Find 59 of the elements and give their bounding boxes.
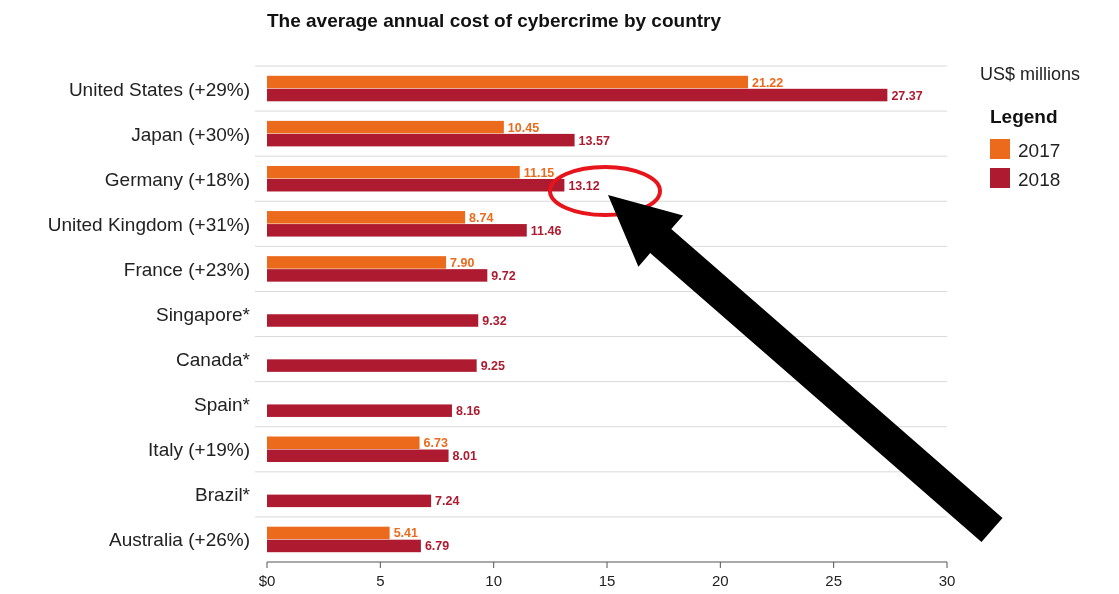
text: 11.15 (523, 165, 555, 180)
x-tick-label: 20 (711, 572, 729, 589)
text: 5.41 (393, 526, 418, 541)
text: 9.72 (491, 268, 516, 283)
x-tick-label: 10 (485, 572, 503, 589)
bar (267, 494, 432, 508)
bar (267, 436, 420, 450)
text: 6.73 (423, 436, 448, 451)
bar (267, 526, 390, 540)
x-tick-label: 15 (598, 572, 616, 589)
y-tick-label: United Kingdom (+31%) (47, 213, 250, 235)
bar (267, 165, 520, 179)
legend-label: 2017 (1018, 140, 1061, 161)
text: US$ millions (980, 64, 1081, 84)
text: 21.22 (751, 75, 784, 90)
text: 8.74 (469, 210, 494, 225)
text: 8.16 (455, 404, 481, 419)
bar (267, 88, 888, 102)
text: 10.45 (507, 120, 540, 135)
y-tick-label: Australia (+26%) (109, 529, 250, 551)
y-tick-label: Germany (+18%) (104, 168, 250, 190)
chart-title: The average annual cost of cybercrime by country (267, 10, 722, 31)
bar (267, 539, 421, 553)
text: 11.46 (530, 223, 562, 238)
y-tick-label: Japan (+30%) (131, 123, 250, 145)
bar (267, 404, 452, 417)
text: 13.57 (578, 133, 610, 148)
x-tick-label: 5 (376, 572, 385, 589)
text: 7.90 (450, 255, 475, 270)
bar (267, 224, 527, 237)
text: 13.12 (568, 178, 600, 193)
y-tick-label: United States (+29%) (68, 78, 250, 100)
text: 27.37 (891, 88, 923, 103)
text: 6.79 (424, 539, 450, 554)
bar (267, 211, 466, 224)
bar (267, 359, 477, 372)
bar (267, 178, 565, 192)
bar (267, 269, 488, 282)
y-tick-label: France (+23%) (123, 258, 250, 280)
y-tick-label: Canada* (176, 349, 251, 371)
bar (267, 449, 449, 463)
bar (267, 133, 575, 147)
x-tick-label: 30 (938, 572, 956, 589)
bar (267, 314, 479, 327)
x-tick-label: $0 (258, 572, 276, 589)
bar (267, 120, 504, 134)
text: 9.32 (482, 314, 507, 328)
legend-label: 2018 (1018, 169, 1061, 190)
legend-title: Legend (990, 106, 1058, 127)
bar (267, 75, 748, 89)
text: 8.01 (452, 449, 477, 464)
x-tick-label: 25 (825, 572, 843, 589)
y-tick-label: Singapore* (155, 304, 251, 325)
y-tick-label: Italy (+19%) (148, 439, 250, 461)
text: 9.25 (480, 359, 506, 374)
text: 7.24 (435, 494, 460, 509)
y-tick-label: Spain* (194, 394, 251, 416)
bar (267, 256, 447, 269)
y-tick-label: Brazil* (195, 484, 251, 506)
